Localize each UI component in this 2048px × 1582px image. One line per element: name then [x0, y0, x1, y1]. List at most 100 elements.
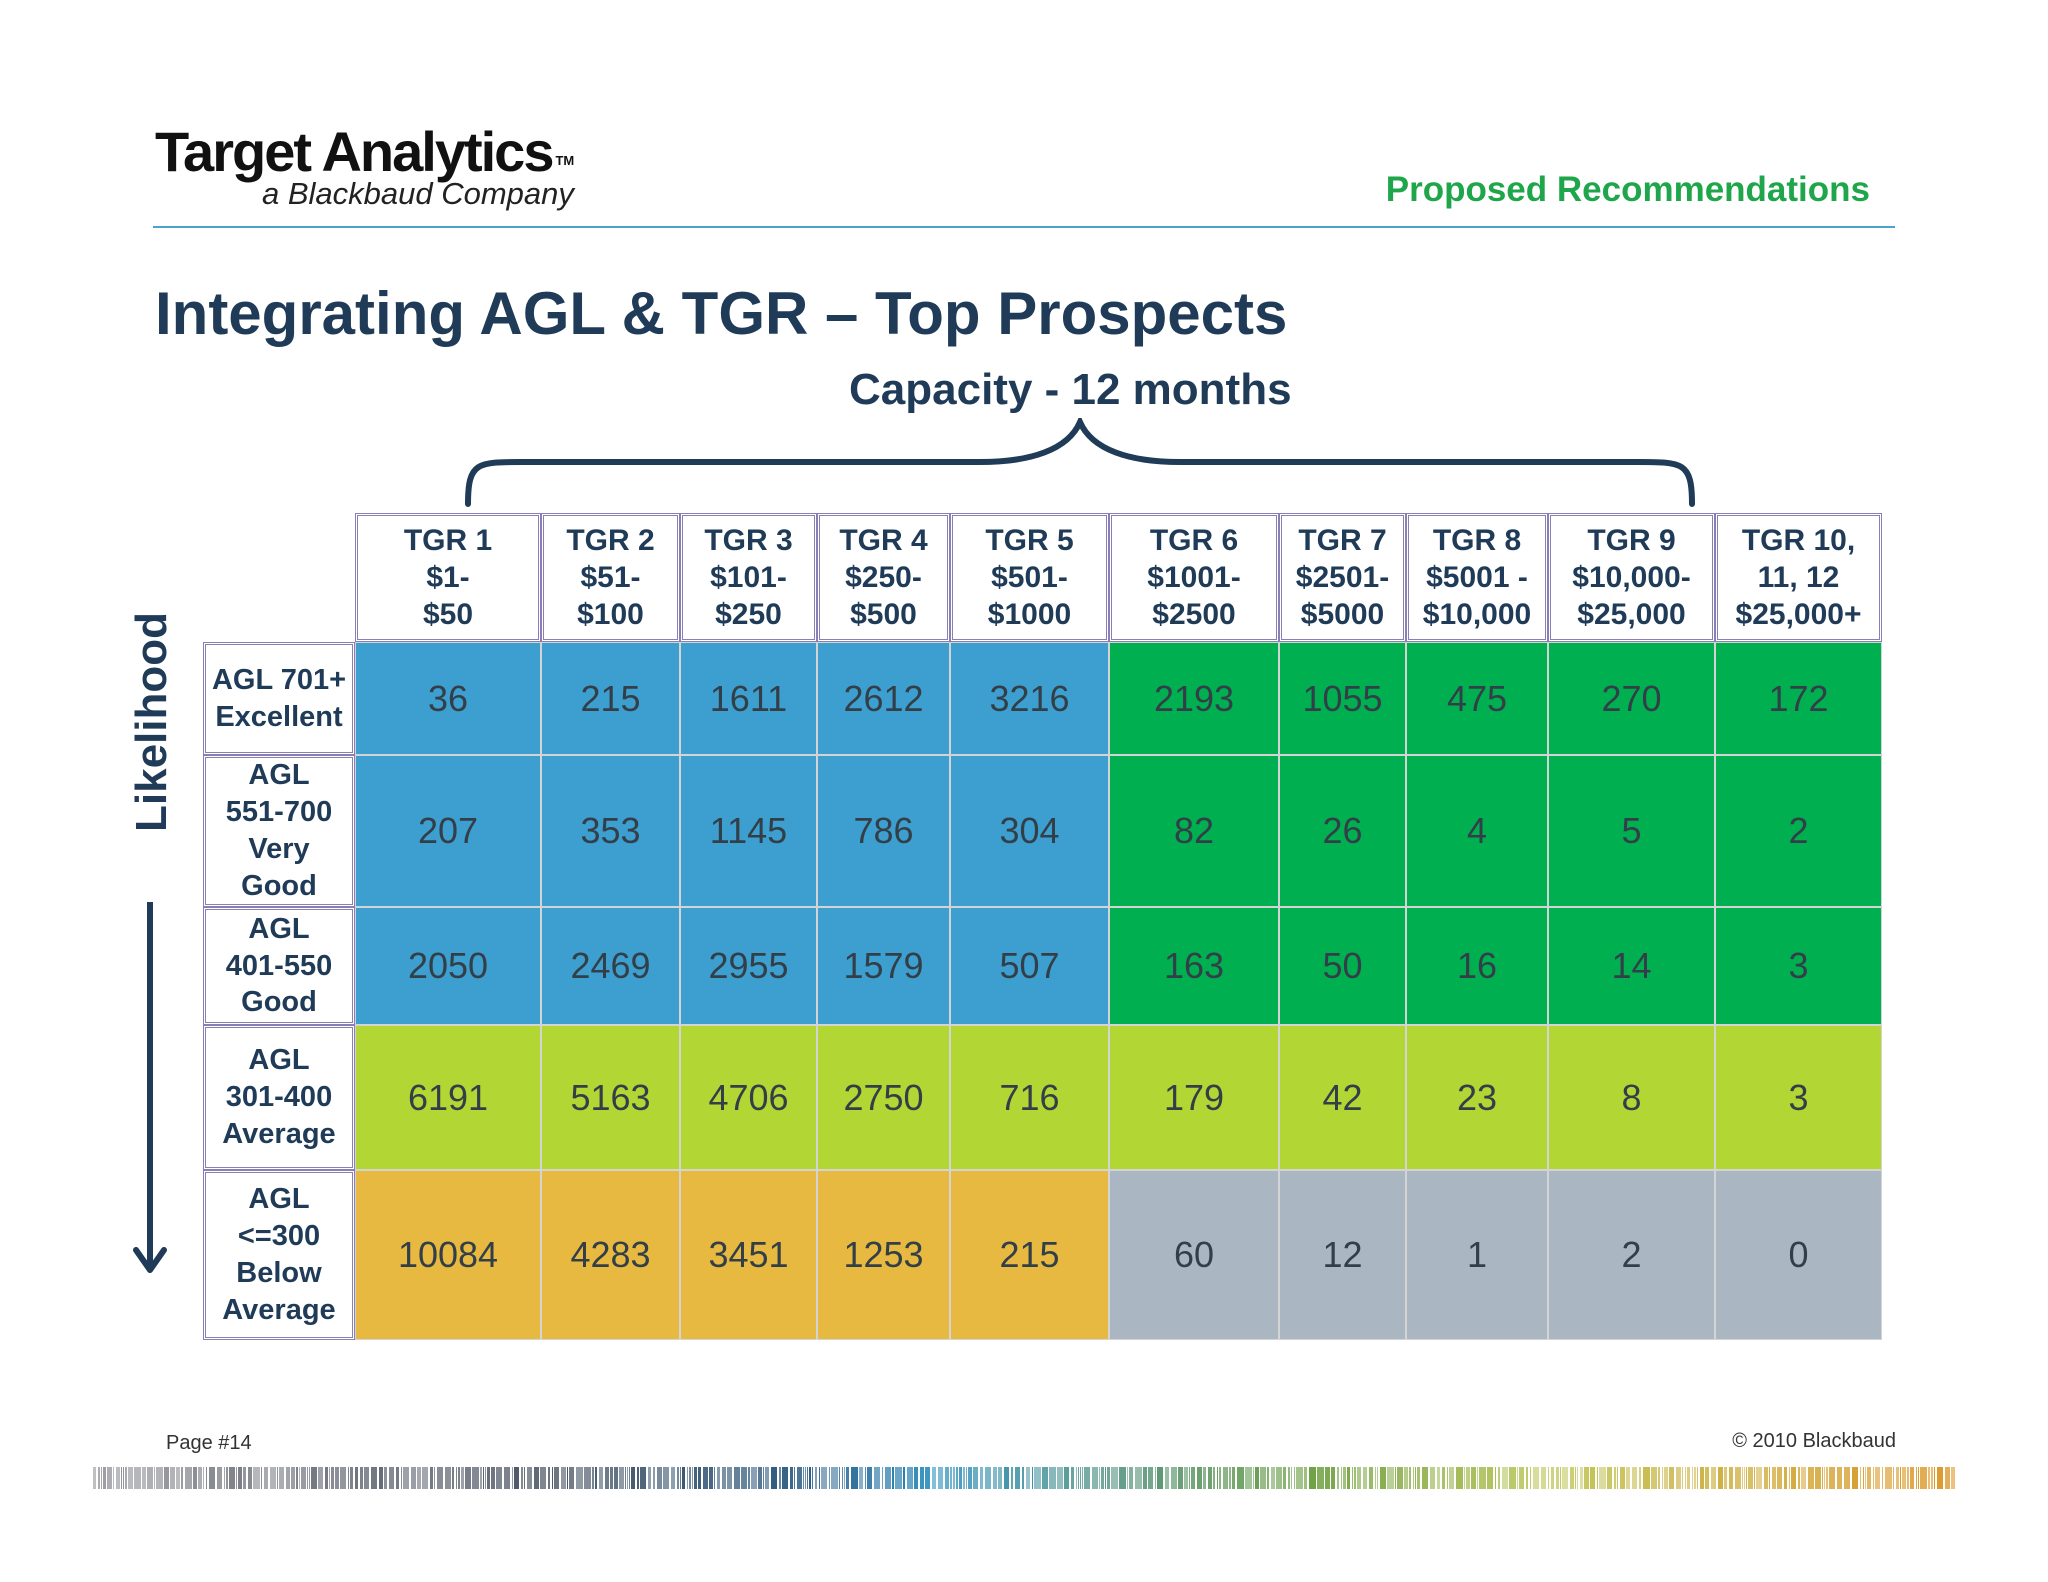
barcode-stripe — [637, 1467, 639, 1489]
table-cell: 507 — [950, 907, 1109, 1025]
header-line: $25,000+ — [1735, 598, 1862, 632]
barcode-stripe — [1607, 1467, 1612, 1489]
barcode-stripe — [318, 1467, 323, 1489]
trademark-mark: TM — [555, 153, 575, 168]
barcode-stripe — [226, 1467, 228, 1489]
barcode-stripe — [123, 1467, 124, 1489]
barcode-stripe — [1700, 1467, 1704, 1489]
barcode-stripe — [1082, 1467, 1083, 1489]
table-cell: 4283 — [541, 1170, 680, 1340]
barcode-stripe — [1791, 1467, 1796, 1489]
barcode-stripe — [1685, 1467, 1686, 1489]
barcode-stripe — [1042, 1467, 1048, 1489]
barcode-stripe — [657, 1467, 662, 1489]
barcode-stripe — [1375, 1467, 1376, 1489]
barcode-stripe — [554, 1467, 559, 1489]
barcode-stripe — [1934, 1467, 1935, 1489]
barcode-stripe — [682, 1467, 685, 1489]
barcode-stripe — [548, 1467, 550, 1489]
barcode-stripe — [521, 1467, 523, 1489]
barcode-stripe — [1203, 1467, 1206, 1489]
barcode-stripe — [1530, 1467, 1531, 1489]
barcode-stripe — [1197, 1467, 1202, 1489]
barcode-stripe — [142, 1467, 146, 1489]
barcode-stripe — [1509, 1467, 1516, 1489]
barcode-stripe — [1815, 1467, 1821, 1489]
table-cell: 215 — [541, 642, 680, 755]
barcode-stripe — [147, 1467, 153, 1489]
barcode-stripe — [1377, 1467, 1378, 1489]
barcode-stripe — [790, 1467, 793, 1489]
barcode-stripe — [1129, 1467, 1133, 1489]
barcode-stripe — [487, 1467, 490, 1489]
header-line: AGL 701+ — [211, 663, 347, 696]
barcode-stripe — [882, 1467, 883, 1489]
barcode-stripe — [692, 1467, 693, 1489]
barcode-stripe — [1208, 1467, 1212, 1489]
barcode-stripe — [243, 1467, 246, 1489]
header-line: $10,000 — [1422, 598, 1532, 632]
barcode-stripe — [1309, 1467, 1316, 1489]
barcode-stripe — [648, 1467, 651, 1489]
barcode-stripe — [335, 1467, 339, 1489]
barcode-stripe — [1533, 1467, 1539, 1489]
table-cell: 5163 — [541, 1025, 680, 1170]
header-line: $2500 — [1152, 598, 1236, 632]
barcode-stripe — [1495, 1467, 1496, 1489]
barcode-stripe — [1865, 1467, 1866, 1489]
barcode-stripe — [1127, 1467, 1128, 1489]
barcode-stripe — [595, 1467, 597, 1489]
barcode-stripe — [1267, 1467, 1269, 1489]
table-cell: 3216 — [950, 642, 1109, 755]
page-number: Page #14 — [166, 1432, 252, 1454]
column-header: TGR 10, 11, 12 $25,000+ — [1715, 513, 1882, 642]
barcode-stripe — [209, 1467, 215, 1489]
barcode-stripe — [170, 1467, 175, 1489]
barcode-stripe — [1237, 1467, 1244, 1489]
barcode-stripe — [456, 1467, 457, 1489]
header-line: TGR 8 — [1432, 523, 1522, 557]
barcode-stripe — [348, 1467, 349, 1489]
barcode-stripe — [1748, 1467, 1753, 1489]
barcode-stripe — [340, 1467, 346, 1489]
barcode-stripe — [1479, 1467, 1486, 1489]
barcode-stripe — [569, 1467, 574, 1489]
column-header: TGR 9 $10,000- $25,000 — [1548, 513, 1715, 642]
header-line: $1001- — [1147, 560, 1241, 594]
barcode-stripe — [1541, 1467, 1546, 1489]
barcode-stripe — [1447, 1467, 1448, 1489]
barcode-stripe — [1294, 1467, 1295, 1489]
barcode-stripe — [1232, 1467, 1235, 1489]
barcode-stripe — [1682, 1467, 1683, 1489]
barcode-stripe — [1620, 1467, 1625, 1489]
table-cell: 172 — [1715, 642, 1882, 755]
barcode-stripe — [1105, 1467, 1106, 1489]
barcode-stripe — [1245, 1467, 1252, 1489]
barcode-stripe — [1502, 1467, 1508, 1489]
barcode-stripe — [185, 1467, 192, 1489]
barcode-stripe — [350, 1467, 353, 1489]
barcode-stripe — [1617, 1467, 1618, 1489]
barcode-stripe — [714, 1467, 715, 1489]
table-cell: 26 — [1279, 755, 1406, 907]
barcode-stripe — [1404, 1467, 1408, 1489]
barcode-stripe — [1271, 1467, 1275, 1489]
barcode-stripe — [1380, 1467, 1386, 1489]
table-cell: 5 — [1548, 755, 1715, 907]
barcode-stripe — [993, 1467, 997, 1489]
barcode-stripe — [1071, 1467, 1074, 1489]
barcode-stripe — [1363, 1467, 1367, 1489]
table-cell: 2955 — [680, 907, 817, 1025]
barcode-stripe — [101, 1467, 102, 1489]
table-cell: 215 — [950, 1170, 1109, 1340]
barcode-stripe — [1584, 1467, 1589, 1489]
barcode-stripe — [1155, 1467, 1156, 1489]
table-cell: 2469 — [541, 907, 680, 1025]
barcode-stripe — [748, 1467, 750, 1489]
header-line: Average — [222, 1117, 336, 1150]
barcode-stripe — [1357, 1467, 1361, 1489]
barcode-stripe — [914, 1467, 918, 1489]
barcode-stripe — [1283, 1467, 1286, 1489]
table-cell: 475 — [1406, 642, 1548, 755]
barcode-stripe — [329, 1467, 330, 1489]
